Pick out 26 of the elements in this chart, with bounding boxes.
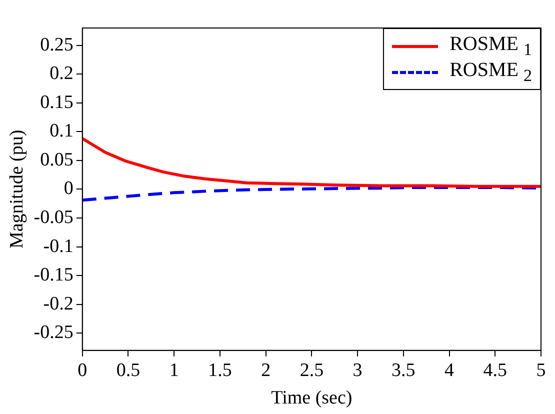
x-tick-label: 4.5 [483, 360, 508, 381]
y-tick-label: 0.1 [50, 120, 74, 142]
x-tick-label: 3 [352, 360, 362, 381]
x-axis-title: Time (sec) [271, 388, 352, 409]
y-tick-label: -0.15 [34, 264, 74, 286]
y-tick-label: 0.15 [40, 92, 74, 113]
x-tick-label: 2.5 [300, 360, 324, 381]
x-tick-label: 0.5 [116, 360, 140, 381]
y-tick-label: 0.25 [40, 34, 74, 56]
y-axis-title: Magnitude (pu) [6, 130, 28, 249]
legend-label: ROSME $_{2}$ [450, 58, 532, 86]
x-tick-label: 3.5 [392, 360, 416, 381]
x-tick-label: 0 [78, 360, 88, 381]
x-tick-label: 2 [261, 360, 271, 381]
y-tick-label: 0.05 [40, 149, 74, 170]
x-tick-label: 5 [536, 360, 546, 381]
x-tick-label: 4 [444, 360, 455, 381]
y-tick-label: -0.1 [43, 236, 74, 257]
legend-label: ROSME $_{1}$ [450, 32, 532, 60]
y-tick-label: -0.05 [34, 206, 74, 228]
x-tick-label: 1.5 [208, 360, 232, 381]
y-tick-label: -0.25 [34, 322, 74, 344]
y-tick-label: -0.2 [43, 293, 74, 314]
y-tick-label: 0 [64, 178, 74, 200]
x-tick-label: 1 [169, 360, 179, 381]
y-tick-label: 0.2 [50, 63, 74, 84]
